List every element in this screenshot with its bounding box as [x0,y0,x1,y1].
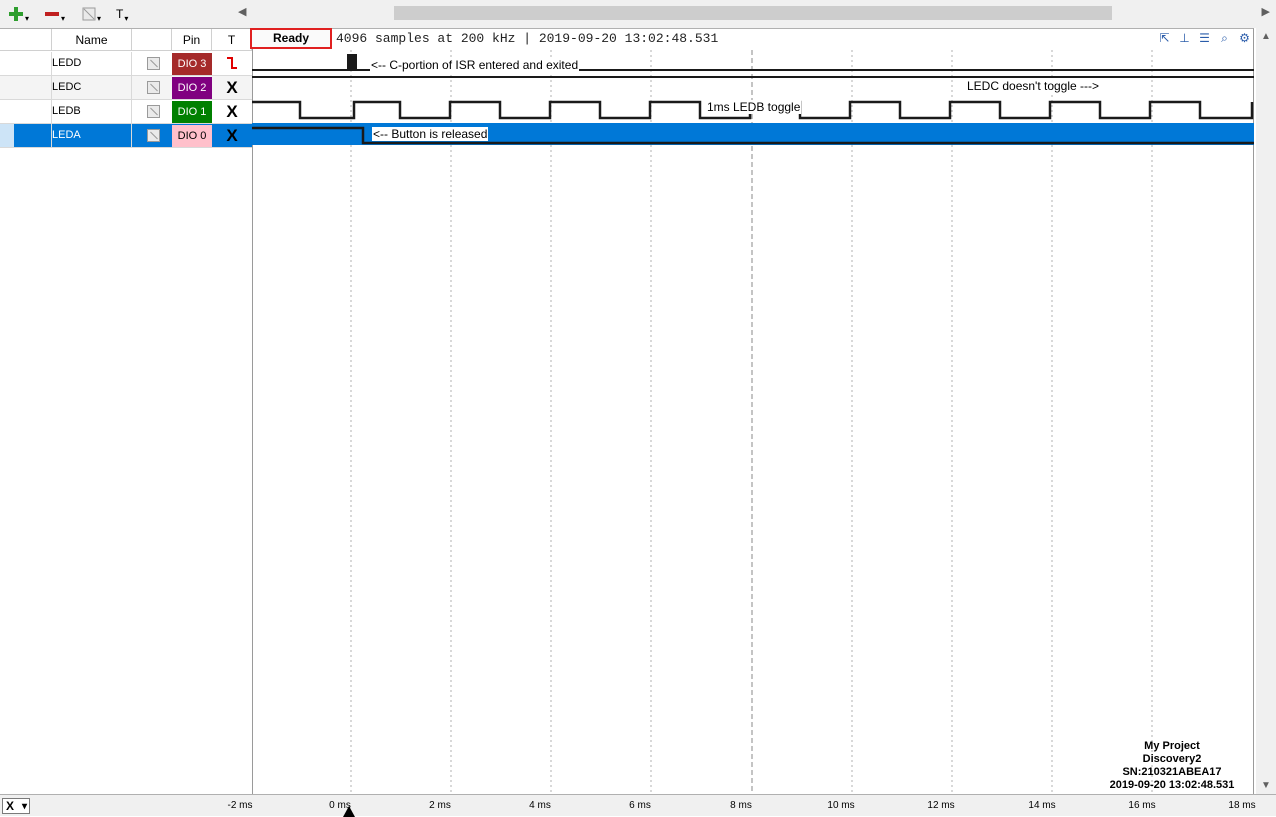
zoom-toolbar: ⇱ ⊥ ☰ ⌕ ⚙ [1156,30,1253,48]
tick-label: 16 ms [1128,800,1156,811]
selected-row-highlight [252,123,1254,145]
tick-label: 12 ms [927,800,955,811]
horizontal-scrollbar[interactable]: ◀ ▶ [236,4,1272,22]
header-pin[interactable]: Pin [172,29,212,51]
row-spacer [0,52,52,75]
scroll-down-icon[interactable]: ▼ [1261,780,1271,791]
align-left-icon[interactable]: ⊥ [1179,31,1190,45]
chevron-down-icon: ▾ [61,13,66,23]
chevron-down-icon: ▾ [97,13,102,23]
cursor-icon[interactable]: ⇱ [1159,31,1170,45]
capture-timestamp: 2019-09-20 13:02:48.531 [1109,779,1235,791]
falling-edge-icon[interactable] [214,52,250,75]
chevron-down-icon: ▾ [25,13,30,23]
chevron-down-icon: ▾ [124,13,129,23]
ready-button[interactable]: Ready [250,28,332,49]
scroll-thumb[interactable] [394,6,1112,20]
row-selector[interactable] [0,124,14,147]
align-icon[interactable]: ☰ [1199,31,1210,45]
zoom-icon[interactable]: ⌕ [1221,31,1228,45]
row-spacer [0,76,52,99]
settings-icon[interactable]: ⚙ [1239,31,1250,45]
toolbar: ▾ ▾ ▾ T ▾ ◀ ▶ [0,0,1276,28]
visibility-icon [82,7,96,21]
text-button[interactable]: T ▾ [116,4,128,24]
grid-lines [350,50,1153,794]
pin-badge[interactable]: DIO 0 [172,125,212,147]
plus-icon [9,7,23,21]
add-channel-button[interactable]: ▾ [8,4,29,24]
tick-label: -2 ms [227,800,253,811]
visibility-icon[interactable] [147,57,160,70]
channel-row-ledd[interactable]: LEDD DIO 3 [0,52,252,76]
acquisition-info: 4096 samples at 200 kHz | 2019-09-20 13:… [336,31,719,46]
tick-label: 2 ms [429,800,451,811]
vertical-scrollbar[interactable]: ▲ ▼ [1256,28,1276,794]
minus-icon [45,12,59,16]
waveform-plot[interactable] [252,28,1254,794]
x-axis-selector[interactable]: X [2,798,30,814]
serial-number: SN:210321ABEA17 [1122,766,1222,778]
trigger-none-icon[interactable]: X [226,126,238,145]
tick-label: 14 ms [1028,800,1056,811]
pin-badge[interactable]: DIO 2 [172,77,212,99]
tick-label: 6 ms [629,800,651,811]
time-axis[interactable]: X -2 ms 0 ms 2 ms 4 ms 6 ms 8 ms 10 ms 1… [0,794,1276,816]
tick-label: 0 ms [329,800,351,811]
trigger-position-marker[interactable] [343,806,355,817]
header-name[interactable]: Name [52,29,132,51]
leda-wave [252,126,1254,145]
visibility-icon[interactable] [147,81,160,94]
channel-grid: Name Pin T LEDD DIO 3 LEDC DIO 2 X LEDB … [0,28,252,795]
visibility-button[interactable]: ▾ [82,4,101,24]
tick-label: 4 ms [529,800,551,811]
channel-name[interactable]: LEDA [52,124,132,147]
header-spacer [0,29,52,51]
channel-name[interactable]: LEDD [52,52,132,75]
visibility-icon[interactable] [147,129,160,142]
scroll-right-icon[interactable]: ▶ [1261,6,1270,18]
channel-row-ledb[interactable]: LEDB DIO 1 X [0,100,252,124]
header-visibility[interactable] [132,29,172,51]
channel-name[interactable]: LEDC [52,76,132,99]
trigger-none-icon[interactable]: X [226,102,238,121]
text-button-label: T [116,7,124,21]
waveform-canvas[interactable] [252,50,1254,794]
scroll-left-icon[interactable]: ◀ [238,6,247,18]
annotation-ledd[interactable]: <-- C-portion of ISR entered and exited [370,58,580,72]
row-spacer [14,124,52,147]
remove-channel-button[interactable]: ▾ [44,4,65,24]
trigger-none-icon[interactable]: X [226,78,238,97]
annotation-leda[interactable]: <-- Button is released [372,127,489,141]
pin-badge[interactable]: DIO 1 [172,101,212,123]
tick-label: 18 ms [1228,800,1256,811]
tick-label: 10 ms [827,800,855,811]
channel-row-leda[interactable]: LEDA DIO 0 X [0,124,252,148]
annotation-ledc[interactable]: LEDC doesn't toggle ---> [966,79,1101,93]
visibility-icon[interactable] [147,105,160,118]
channel-row-ledc[interactable]: LEDC DIO 2 X [0,76,252,100]
pin-badge[interactable]: DIO 3 [172,53,212,75]
device-name: Discovery2 [1142,753,1202,765]
annotation-ledb[interactable]: 1ms LEDB toggle [706,100,802,114]
row-spacer [0,100,52,123]
project-info: My Project Discovery2 SN:210321ABEA17 20… [1080,740,1264,792]
scroll-up-icon[interactable]: ▲ [1261,31,1271,42]
header-trigger[interactable]: T [212,29,252,51]
project-name: My Project [1144,740,1200,752]
channel-name[interactable]: LEDB [52,100,132,123]
tick-label: 8 ms [730,800,752,811]
